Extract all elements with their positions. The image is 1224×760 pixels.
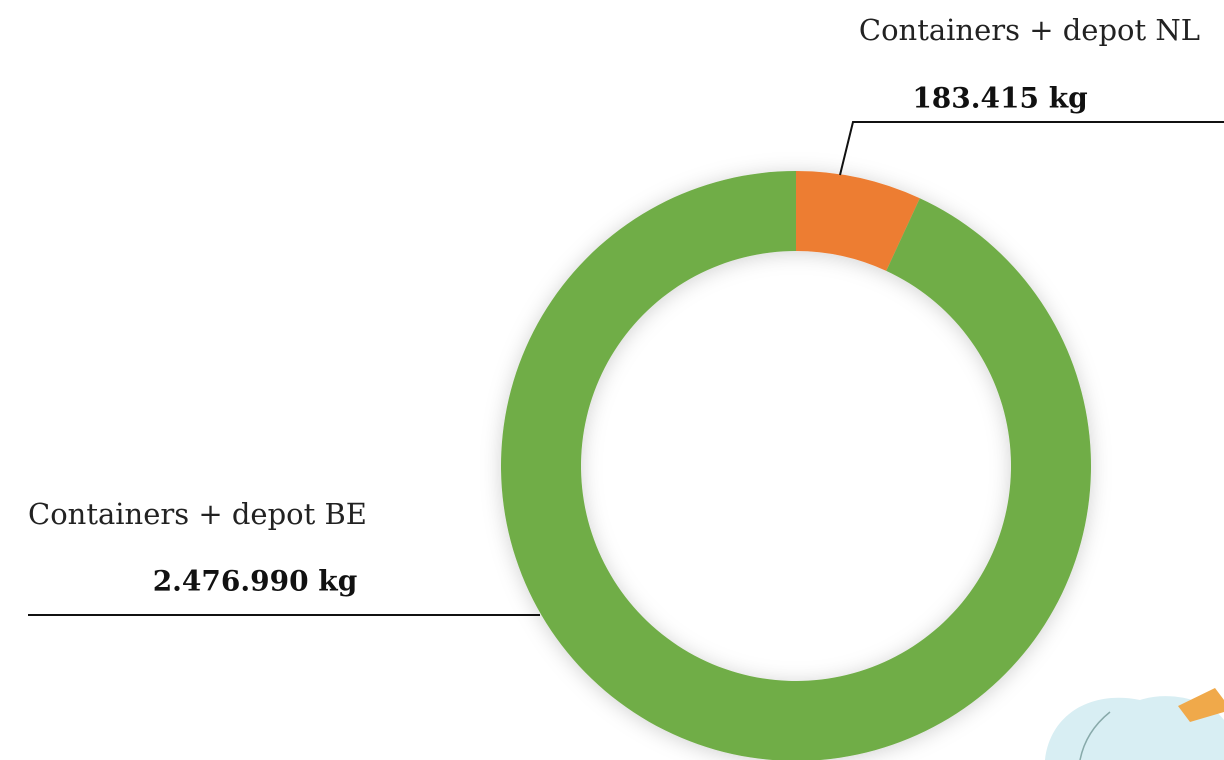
chart: Containers + depot NL 183.415 kg Container…: [0, 0, 1224, 760]
donut: [501, 171, 1091, 760]
value-label: 2.476.990 kg: [153, 565, 358, 598]
value-label: 183.415 kg: [912, 82, 1087, 115]
category-label: Containers + depot BE: [28, 497, 367, 531]
decoration: [1045, 688, 1224, 760]
category-label: Containers + depot NL: [859, 13, 1200, 47]
donut-segment: [501, 171, 1091, 760]
leader-line: [840, 122, 1224, 175]
